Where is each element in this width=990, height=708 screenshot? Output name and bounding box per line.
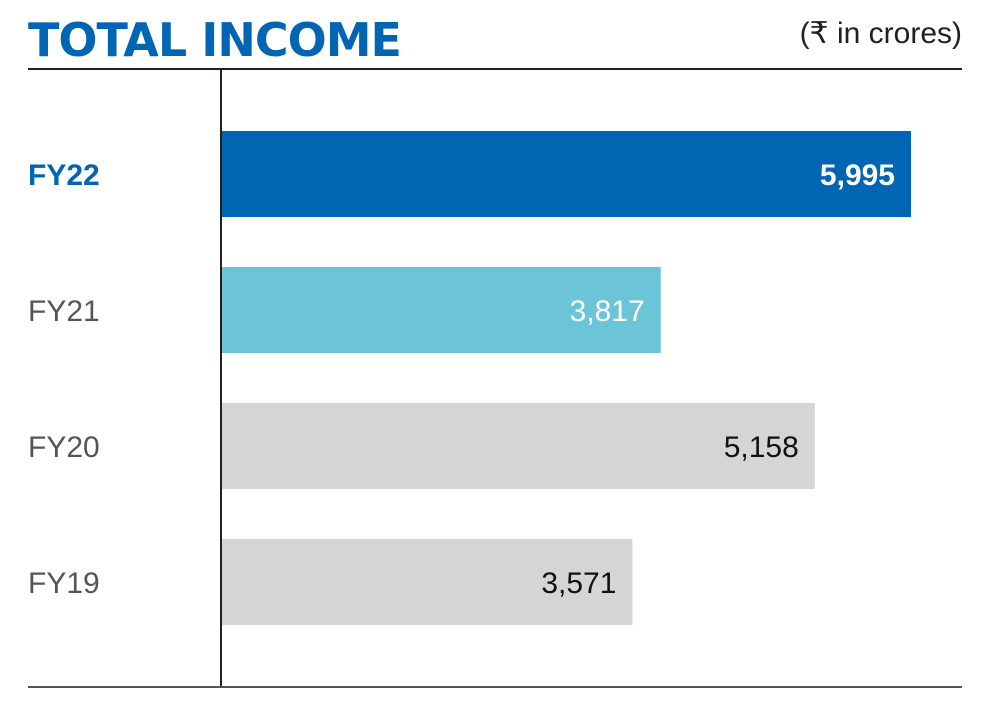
category-label-fy21: FY21 bbox=[28, 295, 100, 328]
bar-fy21 bbox=[222, 267, 661, 353]
category-label-fy20: FY20 bbox=[28, 431, 100, 464]
chart-title: TOTAL INCOME bbox=[28, 13, 402, 67]
value-label-fy22: 5,995 bbox=[820, 159, 895, 192]
bar-fy22 bbox=[222, 131, 911, 217]
unit-label: (₹ in crores) bbox=[799, 17, 962, 50]
bottom-divider bbox=[28, 686, 962, 688]
value-label-fy21: 3,817 bbox=[570, 295, 645, 328]
bar-fy20 bbox=[222, 403, 815, 489]
top-divider bbox=[28, 68, 962, 70]
category-label-fy22: FY22 bbox=[28, 159, 100, 192]
value-label-fy19: 3,571 bbox=[541, 567, 616, 600]
bar-fy19 bbox=[222, 539, 633, 625]
category-label-fy19: FY19 bbox=[28, 567, 100, 600]
value-label-fy20: 5,158 bbox=[724, 431, 799, 464]
